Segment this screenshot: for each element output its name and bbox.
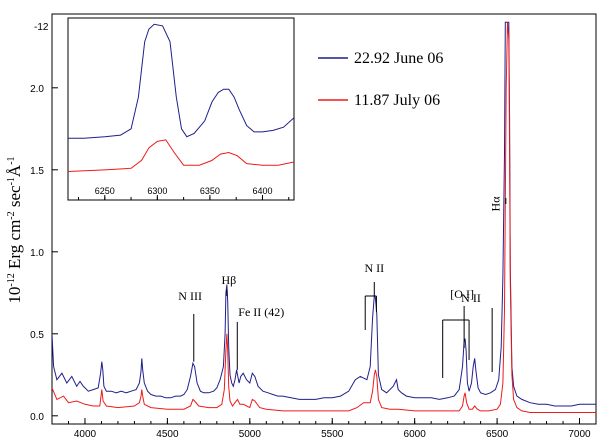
x-tick-label: 4000 <box>74 429 97 440</box>
legend-label-july: 11.87 July 06 <box>354 92 440 109</box>
inset-x-tick-label: 6400 <box>252 186 272 196</box>
y-label-ang-exp: -1 <box>6 156 17 164</box>
annotation-label: Fe II (42) <box>238 305 284 319</box>
y-label-sec: sec <box>5 185 24 211</box>
inset-frame <box>67 17 295 201</box>
y-tick-label: 1.5 <box>30 166 44 177</box>
y-tick-label: 0.0 <box>30 412 44 423</box>
legend: 22.92 June 06 11.87 July 06 <box>318 50 443 109</box>
inset-axis-ticks: 6250 6300 6350 6400 <box>78 186 290 200</box>
series-line-july <box>52 22 596 413</box>
x-tick-label: 6000 <box>404 429 427 440</box>
y-tick-label: 1.0 <box>30 248 44 259</box>
y-tick-label: 2.0 <box>30 84 44 95</box>
inset-series-line-june <box>68 23 294 139</box>
x-tick-label: 6500 <box>486 429 509 440</box>
main-series-group <box>52 21 596 413</box>
inset-x-tick-label: 6350 <box>200 186 220 196</box>
y-label-cm-exp: -2 <box>6 211 17 219</box>
inset-series-line-july <box>68 139 294 172</box>
y-tick-label: 0.5 <box>30 330 44 341</box>
series-line-june <box>52 21 596 407</box>
x-tick-label: 5500 <box>321 429 344 440</box>
y-axis-top-exponent: -12 <box>34 22 49 33</box>
x-tick-label: 7000 <box>568 429 591 440</box>
annotation-label: Hα <box>489 196 503 212</box>
main-plot-frame <box>51 13 597 425</box>
y-label-base: 10 <box>5 287 24 304</box>
inset-x-tick-label: 6250 <box>95 186 115 196</box>
annotation-label: N II <box>364 261 384 275</box>
y-label-angstrom: Å <box>5 164 24 177</box>
x-tick-label: 5000 <box>239 429 262 440</box>
y-label-exp: -12 <box>6 273 17 286</box>
y-label-sec-exp: -1 <box>6 177 17 185</box>
y-label-unit: Erg cm <box>5 220 24 274</box>
main-axis-ticks: 4000 4500 5000 5500 6000 6500 7000 0.0 0.5 1.0 1.5… <box>30 84 597 440</box>
annotation-label: N II <box>461 291 481 305</box>
y-axis-label: 10-12 Erg cm-2 sec-1Å-1 <box>5 156 24 303</box>
inset-series-group <box>68 23 294 172</box>
legend-label-june: 22.92 June 06 <box>354 50 443 67</box>
annotation-label: [O I] <box>450 287 474 301</box>
annotation-label: N III <box>178 289 202 303</box>
x-tick-label: 4500 <box>156 429 179 440</box>
annotation-label: Hβ <box>222 273 237 287</box>
inset-x-tick-label: 6300 <box>147 186 167 196</box>
